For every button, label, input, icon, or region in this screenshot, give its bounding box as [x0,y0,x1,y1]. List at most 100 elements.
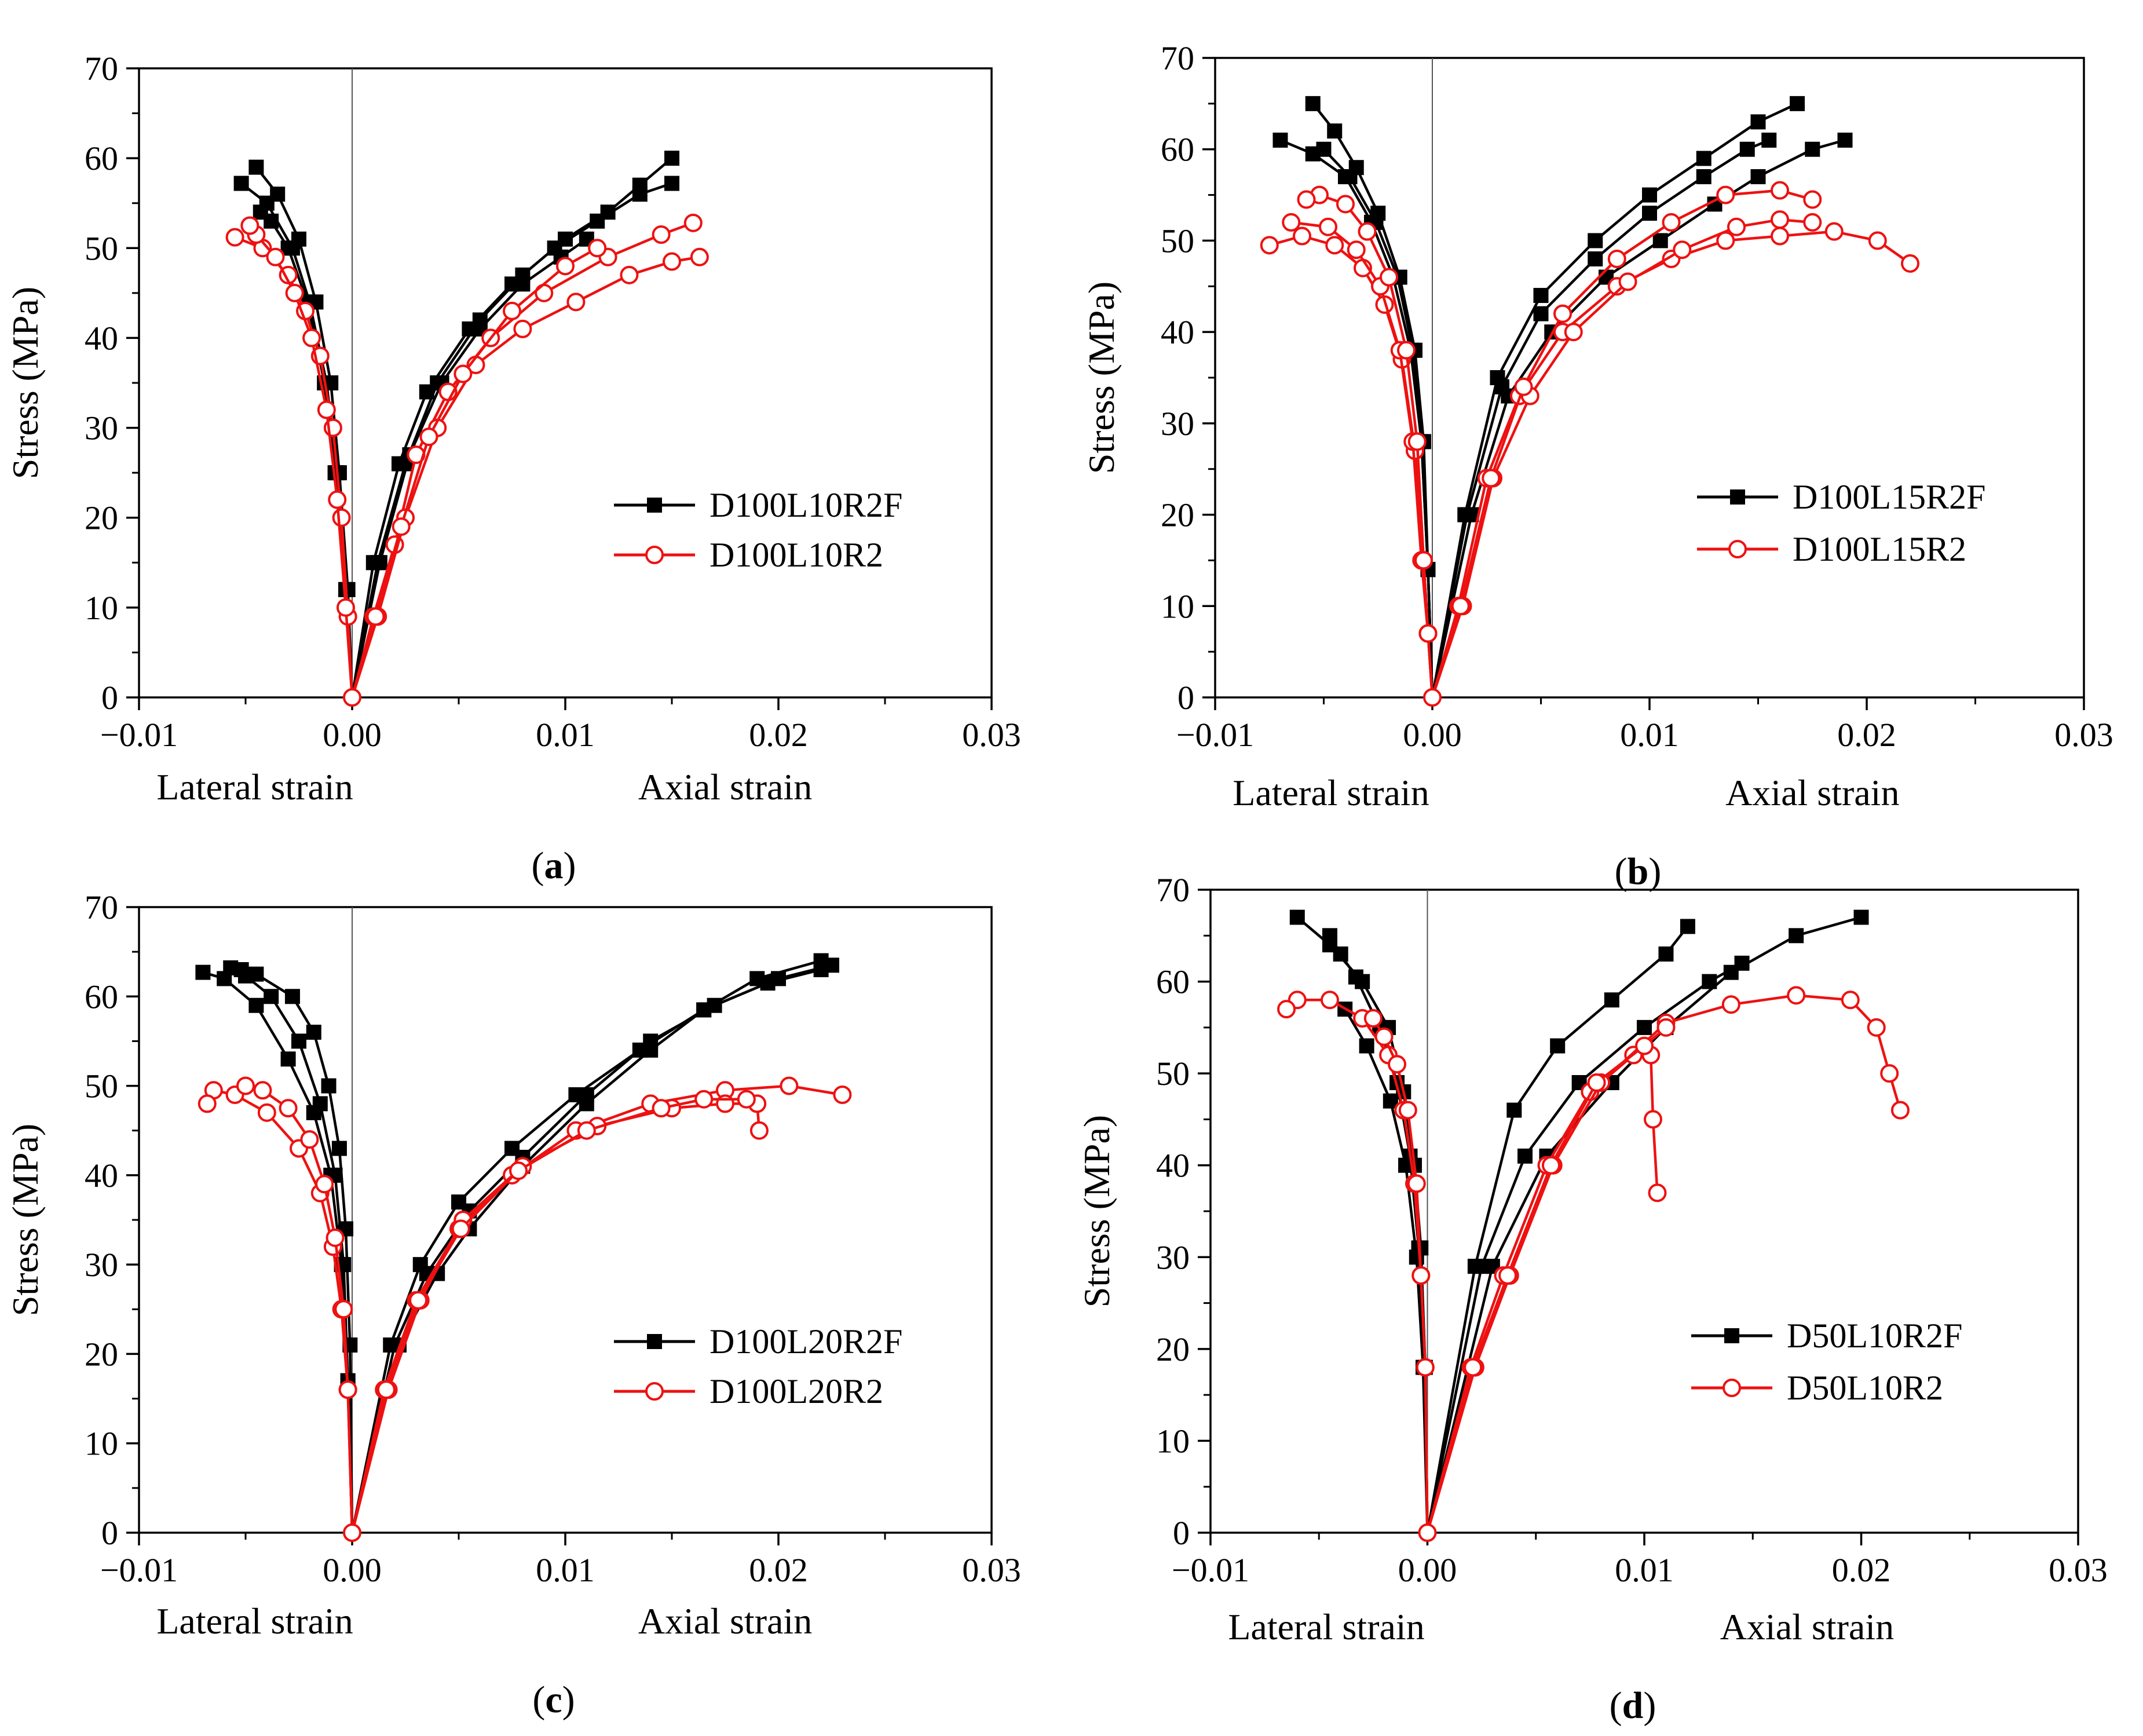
legend-label: D50L10R2F [1787,1317,1962,1355]
lateral-strain-label: Lateral strain [156,766,353,807]
x-tick-label: −0.01 [100,716,178,754]
data-point [1564,323,1583,342]
data-point [1880,1064,1899,1083]
legend-marker [645,546,664,564]
data-point [1336,195,1355,214]
curve-line [350,182,672,698]
data-point [1789,928,1804,944]
data-point [451,1219,470,1238]
curve-line [1431,189,1813,698]
data-point [503,301,521,320]
panel-caption: (d) [1610,1684,1656,1727]
curve-line [350,1084,843,1533]
data-point [376,1380,396,1399]
data-point [579,1096,594,1112]
data-point [1460,507,1475,522]
legend-label: D100L15R2 [1793,530,1966,568]
lateral-strain-label: Lateral strain [1228,1606,1424,1647]
data-point [1506,1102,1522,1118]
data-point [1320,991,1339,1010]
axial-strain-label: Axial strain [1720,1606,1894,1647]
data-point [1588,251,1603,266]
series-D100L10R2F [233,151,679,698]
legend-label: D100L15R2F [1793,478,1985,516]
x-tick-label: −0.01 [1176,716,1254,754]
data-point [1407,432,1427,451]
data-point [1790,96,1805,111]
data-point [1327,123,1343,139]
data-point [556,257,575,276]
y-tick-label: 50 [1161,222,1194,260]
data-point [1890,1101,1910,1120]
x-tick-label: 0.01 [1620,716,1679,754]
data-point [1635,1036,1654,1055]
y-tick-label: 0 [101,679,118,717]
x-tick-label: 0.01 [1615,1551,1674,1589]
data-point [1643,1110,1662,1129]
y-tick-label: 40 [85,1157,118,1194]
data-point [1696,169,1712,185]
data-point [683,213,703,232]
curve-line [1305,193,1434,698]
data-point [1398,1101,1417,1120]
data-point [1550,1038,1566,1054]
data-point [1642,187,1657,203]
x-tick-label: 0.03 [962,716,1021,754]
y-tick-label: 50 [85,229,118,267]
data-point [1397,341,1416,360]
data-point [690,247,709,266]
curve-line [1291,221,1434,698]
data-point [1333,946,1348,962]
data-point [1787,986,1806,1005]
data-point [280,1051,296,1067]
curve-line [350,1098,747,1533]
data-point [334,1300,353,1319]
data-point [1648,1183,1667,1203]
data-point [291,1033,306,1049]
data-point [372,555,387,571]
y-tick-label: 70 [1156,871,1190,909]
legend-marker [645,1382,664,1401]
curve-line [1431,218,1813,698]
data-point [780,1076,799,1095]
y-tick-label: 0 [101,1514,118,1552]
series-D50L10R2 [1277,986,1910,1533]
y-tick-label: 20 [1161,496,1194,534]
data-point [312,1096,328,1112]
y-tick-label: 30 [85,1246,118,1284]
data-point [1494,379,1509,394]
y-tick-label: 0 [1173,1514,1190,1552]
data-point [248,159,264,175]
x-tick-label: 0.00 [323,1551,382,1589]
data-point [664,151,679,166]
data-point [696,1002,712,1018]
data-point [257,1103,276,1122]
data-point [1533,306,1549,321]
y-tick-label: 40 [1156,1147,1190,1185]
data-point [253,204,268,220]
series-D100L15R2F [1272,96,1853,698]
curve-line [1426,926,1689,1533]
data-point [266,247,285,266]
data-point [1680,919,1695,934]
y-tick-label: 10 [85,1425,118,1463]
data-point [1464,1358,1483,1377]
curve-line [1431,138,1770,698]
data-point [1416,1358,1435,1377]
data-point [336,598,355,617]
data-point [1272,132,1288,148]
data-point [1297,190,1316,209]
data-point [306,1025,321,1040]
data-point [1363,1009,1383,1028]
data-point [1637,1019,1652,1035]
y-tick-label: 30 [85,410,118,447]
curve-line [1431,138,1846,698]
data-point [1319,217,1337,236]
y-tick-label: 20 [85,1335,118,1373]
data-point [409,1291,428,1310]
data-point [1588,233,1603,248]
data-point [1388,1055,1407,1074]
data-point [1358,222,1377,241]
y-tick-label: 50 [1156,1055,1190,1092]
data-point [1750,169,1766,185]
